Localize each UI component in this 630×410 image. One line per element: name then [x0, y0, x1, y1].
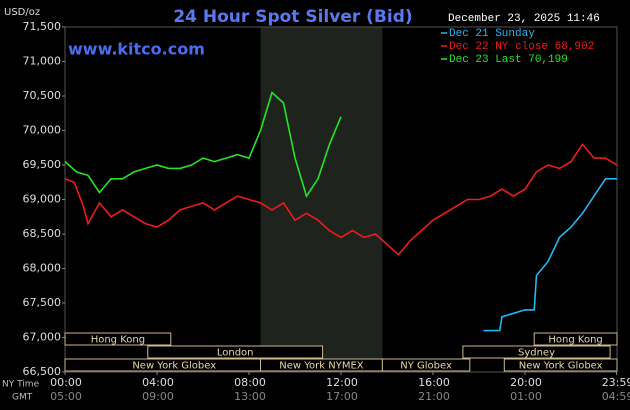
x-tick-label-gmt: 21:00: [418, 390, 450, 403]
y-tick-label: 69,500: [23, 158, 62, 171]
session-label: Hong Kong: [91, 335, 145, 346]
y-tick-label: 66,500: [23, 365, 62, 378]
y-tick-label: 71,000: [23, 55, 62, 68]
session-label: New York Globex: [132, 361, 216, 372]
time-row-label: NY Time: [2, 380, 40, 390]
series-line: [483, 178, 617, 332]
x-tick-label: 00:00: [50, 376, 82, 389]
x-tick-label-gmt: 05:00: [50, 390, 82, 403]
y-tick-label: 70,000: [23, 124, 62, 137]
session-label: Hong Kong: [548, 335, 602, 346]
session-bar: [462, 345, 611, 359]
x-tick-label: 16:00: [418, 376, 450, 389]
x-tick-label-gmt: 13:00: [234, 390, 266, 403]
y-tick-label: 71,500: [23, 20, 62, 33]
y-tick-label: 67,500: [23, 296, 62, 309]
y-tick-label: 70,500: [23, 89, 62, 102]
y-unit: USD/oz: [4, 7, 40, 18]
session-bar: [147, 345, 324, 359]
session-bar: [64, 332, 172, 346]
watermark: www.kitco.com: [68, 40, 205, 59]
x-tick-label: 23:59: [602, 376, 630, 389]
highlight-band: [260, 27, 383, 372]
x-tick-label-gmt: 17:00: [326, 390, 358, 403]
timestamp: December 23, 2025 11:46: [448, 13, 600, 25]
series-line: [64, 91, 342, 198]
y-tick-label: 67,000: [23, 331, 62, 344]
x-tick-label: 04:00: [142, 376, 174, 389]
x-tick-label-gmt: 09:00: [142, 390, 174, 403]
y-tick-label: 68,000: [23, 262, 62, 275]
session-label: London: [217, 348, 254, 359]
y-tick-label: 69,000: [23, 193, 62, 206]
session-bar: [381, 358, 471, 372]
legend-label: Dec 23 Last 70,199: [449, 54, 568, 66]
x-tick-label: 08:00: [234, 376, 266, 389]
session-label: Sydney: [518, 348, 555, 359]
session-bar: [533, 332, 618, 346]
series-line: [64, 142, 618, 256]
time-row-label: GMT: [12, 393, 33, 403]
x-tick-label-gmt: 04:59: [602, 390, 630, 403]
y-tick-label: 68,500: [23, 227, 62, 240]
session-bar: [503, 358, 618, 372]
session-label: New York NYMEX: [279, 361, 364, 372]
x-tick-label: 20:00: [510, 376, 542, 389]
legend-label: Dec 21 Sunday: [449, 28, 535, 40]
chart-title: 24 Hour Spot Silver (Bid): [173, 7, 412, 27]
x-tick-label: 12:00: [326, 376, 358, 389]
legend-label: Dec 22 NY close 68,902: [449, 41, 594, 53]
x-tick-label-gmt: 01:00: [510, 390, 542, 403]
session-label: New York Globex: [519, 361, 603, 372]
session-label: NY Globex: [400, 361, 452, 372]
